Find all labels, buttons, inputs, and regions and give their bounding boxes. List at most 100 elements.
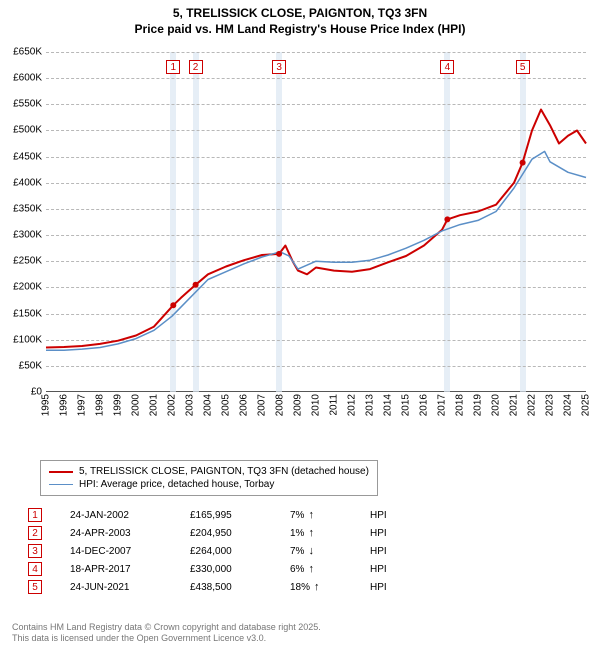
ytick-label: £100K [0,334,42,345]
ytick-label: £550K [0,99,42,110]
xtick-label: 1998 [95,394,106,416]
xtick-label: 2001 [149,394,160,416]
xtick-label: 2017 [437,394,448,416]
ytick-label: £450K [0,151,42,162]
transaction-row: 124-JAN-2002£165,9957% ↑HPI [28,506,410,524]
xtick-label: 2008 [275,394,286,416]
xtick-label: 2003 [185,394,196,416]
xtick-label: 2002 [167,394,178,416]
xtick-label: 2018 [455,394,466,416]
legend-label-hpi: HPI: Average price, detached house, Torb… [79,479,274,490]
tx-date: 24-JUN-2021 [70,582,190,593]
tx-basis: HPI [370,564,410,575]
tx-date: 24-JAN-2002 [70,510,190,521]
arrow-up-icon: ↑ [308,509,314,521]
marker-box: 3 [272,60,286,74]
xtick-label: 1996 [59,394,70,416]
xtick-label: 1997 [77,394,88,416]
ytick-label: £200K [0,282,42,293]
arrow-up-icon: ↑ [314,581,320,593]
xtick-label: 2019 [473,394,484,416]
xtick-label: 2004 [203,394,214,416]
tx-pct: 7% ↑ [290,509,370,521]
tx-price: £204,950 [190,528,290,539]
xtick-label: 2015 [401,394,412,416]
marker-box: 2 [189,60,203,74]
sale-dot [444,216,450,222]
tx-price: £264,000 [190,546,290,557]
xtick-label: 2025 [581,394,592,416]
ytick-label: £400K [0,177,42,188]
tx-basis: HPI [370,582,410,593]
footer-line-1: Contains HM Land Registry data © Crown c… [12,622,321,633]
xtick-label: 2012 [347,394,358,416]
tx-pct: 7% ↓ [290,545,370,557]
transaction-row: 2 24-APR-2003£204,9501% ↑HPI [28,524,410,542]
chart-svg [46,52,586,392]
xtick-label: 2000 [131,394,142,416]
xtick-label: 2010 [311,394,322,416]
tx-basis: HPI [370,528,410,539]
xtick-label: 2014 [383,394,394,416]
transaction-row: 5 24-JUN-2021£438,50018% ↑HPI [28,578,410,596]
xtick-label: 2022 [527,394,538,416]
sale-dot [520,160,526,166]
chart-plot: 12345£0£50K£100K£150K£200K£250K£300K£350… [46,52,586,392]
legend: 5, TRELISSICK CLOSE, PAIGNTON, TQ3 3FN (… [40,460,378,496]
ytick-label: £500K [0,125,42,136]
xtick-label: 2020 [491,394,502,416]
xtick-label: 2024 [563,394,574,416]
ytick-label: £250K [0,256,42,267]
arrow-up-icon: ↑ [308,563,314,575]
legend-swatch-hpi [49,484,73,486]
ytick-label: £350K [0,203,42,214]
ytick-label: £300K [0,230,42,241]
chart-area: 12345£0£50K£100K£150K£200K£250K£300K£350… [46,52,586,428]
footer-licence: Contains HM Land Registry data © Crown c… [12,622,321,645]
tx-index: 4 [28,562,42,576]
transaction-row: 3 14-DEC-2007£264,0007% ↓HPI [28,542,410,560]
tx-index: 2 [28,526,42,540]
tx-date: 18-APR-2017 [70,564,190,575]
arrow-up-icon: ↑ [308,527,314,539]
title-line-1: 5, TRELISSICK CLOSE, PAIGNTON, TQ3 3FN [0,6,600,22]
marker-box: 5 [516,60,530,74]
tx-index: 1 [28,508,42,522]
transactions-table: 124-JAN-2002£165,9957% ↑HPI224-APR-2003£… [28,506,410,596]
ytick-label: £0 [0,387,42,398]
tx-pct: 6% ↑ [290,563,370,575]
xtick-label: 2006 [239,394,250,416]
xtick-label: 2007 [257,394,268,416]
series-property [46,110,586,348]
sale-dot [276,251,282,257]
ytick-label: £150K [0,308,42,319]
arrow-down-icon: ↓ [308,545,314,557]
tx-pct: 1% ↑ [290,527,370,539]
tx-index: 5 [28,580,42,594]
xtick-label: 1999 [113,394,124,416]
tx-date: 24-APR-2003 [70,528,190,539]
ytick-label: £600K [0,73,42,84]
xtick-label: 2016 [419,394,430,416]
marker-box: 1 [166,60,180,74]
sale-dot [193,282,199,288]
xtick-label: 2023 [545,394,556,416]
xtick-label: 2011 [329,394,340,416]
xtick-label: 1995 [41,394,52,416]
marker-box: 4 [440,60,454,74]
ytick-label: £650K [0,47,42,58]
tx-price: £438,500 [190,582,290,593]
transaction-row: 418-APR-2017£330,0006% ↑HPI [28,560,410,578]
series-hpi [46,151,586,350]
xtick-label: 2005 [221,394,232,416]
tx-basis: HPI [370,546,410,557]
title-line-2: Price paid vs. HM Land Registry's House … [0,22,600,38]
tx-pct: 18% ↑ [290,581,370,593]
footer-line-2: This data is licensed under the Open Gov… [12,633,321,644]
ytick-label: £50K [0,360,42,371]
xtick-label: 2009 [293,394,304,416]
chart-title: 5, TRELISSICK CLOSE, PAIGNTON, TQ3 3FN P… [0,0,600,37]
legend-swatch-property [49,471,73,473]
tx-index: 3 [28,544,42,558]
tx-date: 14-DEC-2007 [70,546,190,557]
